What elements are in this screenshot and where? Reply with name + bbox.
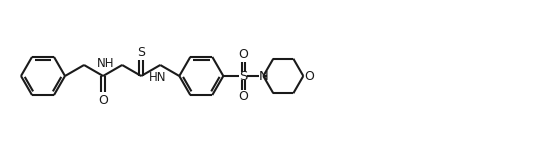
Text: O: O (98, 93, 108, 106)
Text: HN: HN (149, 71, 166, 84)
Text: NH: NH (97, 57, 114, 70)
Text: O: O (238, 90, 248, 103)
Text: N: N (259, 69, 268, 82)
Text: O: O (304, 69, 314, 82)
Text: S: S (239, 69, 248, 82)
Text: S: S (137, 45, 145, 58)
Text: O: O (238, 48, 248, 61)
